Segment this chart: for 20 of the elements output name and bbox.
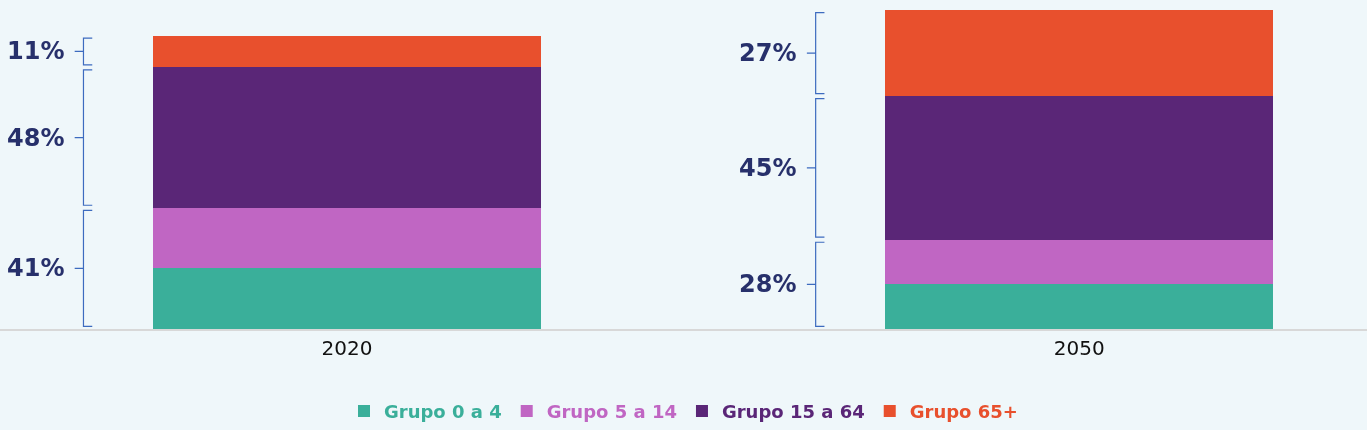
annotation: 27% (739, 39, 797, 67)
annotation: 48% (7, 124, 65, 152)
annotation: 45% (739, 154, 797, 182)
annotation: 28% (739, 270, 797, 298)
x-tick-label: 2050 (1053, 336, 1105, 360)
annotation: 11% (7, 37, 65, 65)
legend-label: Grupo 0 a 4 (384, 401, 502, 423)
bar (885, 96, 1274, 240)
bar (885, 239, 1274, 285)
bar (153, 268, 542, 329)
bar (153, 35, 542, 68)
legend-label: Grupo 5 a 14 (546, 401, 677, 423)
annotation: 41% (7, 254, 65, 282)
legend-label: Grupo 65+ (909, 401, 1018, 423)
bar (885, 284, 1274, 329)
bar (153, 207, 542, 269)
bar (885, 10, 1274, 97)
legend-label: Grupo 15 a 64 (721, 401, 865, 423)
x-tick-label: 2020 (321, 336, 373, 360)
bar (153, 67, 542, 208)
